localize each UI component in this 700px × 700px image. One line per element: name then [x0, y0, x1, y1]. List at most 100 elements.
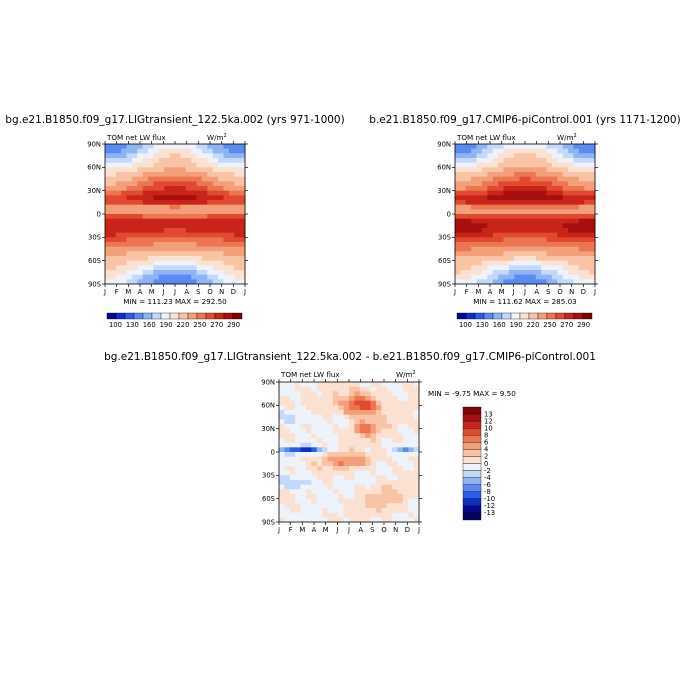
heatmap-cell: [234, 181, 241, 187]
heatmap-cell: [131, 153, 138, 159]
heatmap-cell: [514, 158, 521, 164]
colorbar-swatch: [510, 312, 521, 320]
heatmap-cell: [530, 232, 537, 238]
heatmap-cell: [126, 181, 133, 187]
heatmap-cell: [562, 260, 569, 266]
heatmap-cell: [562, 228, 569, 234]
heatmap-cell: [481, 228, 488, 234]
heatmap-cell: [584, 223, 591, 229]
heatmap-cell: [492, 172, 499, 178]
heatmap-cell: [142, 214, 149, 220]
heatmap-cell: [343, 484, 350, 490]
heatmap-cell: [584, 144, 591, 150]
heatmap-cell: [343, 498, 350, 504]
colorbar-label: 190: [160, 321, 173, 329]
heatmap-cell: [212, 214, 219, 220]
heatmap-cell: [185, 200, 192, 206]
heatmap-cell: [349, 386, 355, 392]
heatmap-cell: [476, 228, 483, 234]
heatmap-cell: [279, 391, 285, 397]
heatmap-cell: [191, 186, 197, 192]
heatmap-cell: [191, 162, 197, 168]
heatmap-cell: [519, 158, 526, 164]
heatmap-cell: [354, 391, 361, 397]
heatmap-cell: [508, 223, 515, 229]
heatmap-cell: [180, 260, 187, 266]
heatmap-cell: [201, 237, 208, 243]
heatmap-cell: [573, 218, 580, 224]
heatmap-cell: [164, 279, 171, 285]
heatmap-cell: [402, 410, 409, 416]
heatmap-cell: [121, 256, 127, 262]
heatmap-cell: [295, 438, 301, 444]
heatmap-cell: [322, 410, 328, 416]
heatmap-cell: [455, 190, 461, 196]
x-tick-label: O: [557, 288, 562, 296]
heatmap-cell: [175, 153, 181, 159]
heatmap-cell: [126, 209, 133, 215]
colorbar-swatch: [501, 312, 512, 320]
heatmap-cell: [562, 209, 569, 215]
heatmap-cell: [110, 153, 117, 159]
heatmap-cell: [279, 438, 285, 444]
heatmap-cell: [234, 274, 241, 280]
heatmap-cell: [126, 167, 133, 173]
heatmap-cell: [381, 428, 388, 434]
heatmap-cell: [359, 498, 366, 504]
heatmap-cell: [541, 153, 547, 159]
heatmap-cell: [525, 274, 531, 280]
heatmap-cell: [508, 256, 515, 262]
heatmap-cell: [228, 200, 235, 206]
heatmap-cell: [158, 279, 165, 285]
heatmap-cell: [370, 400, 377, 406]
heatmap-cell: [289, 438, 296, 444]
heatmap-cell: [121, 204, 127, 210]
heatmap-cell: [218, 270, 224, 276]
x-tick-label: J: [173, 288, 176, 296]
x-tick-label: N: [393, 526, 398, 534]
heatmap-cell: [359, 447, 366, 453]
heatmap-cell: [381, 466, 388, 472]
heatmap-cell: [153, 181, 160, 187]
heatmap-cell: [392, 410, 398, 416]
heatmap-cell: [530, 176, 537, 182]
heatmap-cell: [408, 382, 415, 388]
units-base: W/m: [207, 133, 224, 142]
heatmap-cell: [354, 442, 361, 448]
heatmap-cell: [386, 498, 393, 504]
heatmap-cell: [381, 480, 388, 486]
heatmap-cell: [322, 475, 328, 481]
heatmap-cell: [126, 190, 133, 196]
heatmap-cell: [584, 218, 591, 224]
heatmap-cell: [381, 433, 388, 439]
heatmap-cell: [503, 176, 510, 182]
heatmap-cell: [578, 209, 585, 215]
heatmap-cell: [589, 176, 596, 182]
heatmap-cell: [169, 232, 176, 238]
heatmap-cell: [354, 400, 361, 406]
heatmap-cell: [279, 433, 285, 439]
heatmap-cell: [115, 260, 122, 266]
heatmap-cell: [234, 228, 241, 234]
heatmap-cell: [142, 237, 149, 243]
heatmap-cell: [519, 172, 526, 178]
heatmap-cell: [196, 204, 203, 210]
heatmap-cell: [343, 480, 350, 486]
heatmap-cell: [311, 414, 318, 420]
heatmap-cell: [562, 172, 569, 178]
heatmap-cell: [218, 195, 224, 201]
heatmap-cell: [471, 200, 477, 206]
colorbar-swatch: [462, 435, 482, 443]
heatmap-cell: [218, 274, 224, 280]
heatmap-cell: [218, 242, 224, 248]
heatmap-cell: [175, 242, 181, 248]
heatmap-cell: [110, 200, 117, 206]
heatmap-cell: [365, 489, 371, 495]
heatmap-cell: [327, 396, 334, 402]
colorbar-swatch: [462, 477, 482, 485]
colorbar-label: 6: [484, 439, 488, 447]
heatmap-cell: [121, 172, 127, 178]
heatmap-cell: [115, 242, 122, 248]
